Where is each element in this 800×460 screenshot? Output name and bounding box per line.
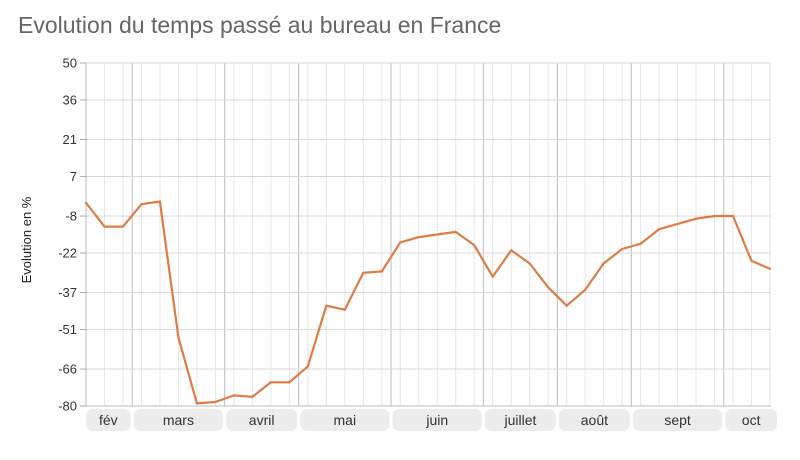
month-pill <box>300 409 390 431</box>
month-pill <box>558 409 630 431</box>
month-label: oct <box>742 412 761 428</box>
month-pill <box>133 409 224 431</box>
data-point <box>768 267 772 270</box>
data-point <box>140 203 143 206</box>
data-point <box>325 304 328 307</box>
data-point <box>121 225 125 228</box>
y-tick-label: -80 <box>58 399 77 414</box>
month-label: fév <box>99 412 118 428</box>
data-point <box>602 262 605 265</box>
data-point <box>510 249 513 252</box>
data-point <box>491 275 494 278</box>
y-axis-label: Evolution en % <box>19 196 34 283</box>
month-pill <box>725 409 777 431</box>
month-label: mars <box>163 412 194 428</box>
x-axis-months: fév mars avril mai juin juillet août sept oct <box>86 409 777 431</box>
month-label: juillet <box>503 412 536 428</box>
data-point <box>713 214 716 218</box>
data-point <box>380 270 383 273</box>
data-point <box>177 336 180 339</box>
data-point <box>731 214 735 218</box>
y-axis-ticks: 50 36 21 7 -8 -22 -37 -51 -66 -80 <box>58 56 86 414</box>
data-point <box>454 230 457 233</box>
month-label: mai <box>334 412 357 428</box>
data-point <box>362 271 365 274</box>
data-point <box>288 381 291 384</box>
month-pill <box>392 409 482 431</box>
y-tick-label: 21 <box>63 132 77 147</box>
data-point <box>436 233 439 236</box>
y-tick-label: -22 <box>58 245 77 260</box>
data-point <box>103 225 106 228</box>
y-tick-label: -51 <box>58 322 77 337</box>
data-point <box>269 381 272 384</box>
y-tick-label: -8 <box>65 209 77 224</box>
data-point <box>306 365 309 368</box>
data-point <box>84 201 88 204</box>
series-line <box>84 200 772 405</box>
data-point <box>399 241 402 244</box>
data-point <box>214 400 217 404</box>
data-point <box>584 288 587 292</box>
data-point <box>528 262 531 265</box>
chart-title: Evolution du temps passé au bureau en Fr… <box>18 12 502 38</box>
month-label: sept <box>664 412 691 428</box>
data-point <box>232 394 235 397</box>
month-label: août <box>581 412 608 428</box>
data-point <box>750 259 753 262</box>
data-point <box>657 228 661 231</box>
month-pill <box>86 409 131 431</box>
y-tick-label: 50 <box>63 56 77 71</box>
month-pill <box>632 409 723 431</box>
y-tick-label: 7 <box>70 169 77 184</box>
data-point <box>417 236 420 239</box>
data-point <box>195 402 199 405</box>
month-pill <box>226 409 298 431</box>
series-layer <box>84 200 772 405</box>
data-point <box>694 217 698 220</box>
data-point <box>473 243 476 247</box>
data-point <box>621 247 624 251</box>
data-point <box>158 200 162 203</box>
y-tick-label: -37 <box>58 285 77 300</box>
month-label: juin <box>425 412 448 428</box>
y-tick-label: 36 <box>63 92 77 107</box>
data-point <box>547 286 550 289</box>
data-point <box>676 222 679 226</box>
month-pill <box>484 409 556 431</box>
month-label: avril <box>249 412 275 428</box>
y-tick-label: -66 <box>58 362 77 377</box>
data-point <box>343 308 346 311</box>
data-point <box>639 242 642 245</box>
data-point <box>565 304 568 307</box>
data-point <box>251 395 254 398</box>
grid <box>85 62 771 407</box>
